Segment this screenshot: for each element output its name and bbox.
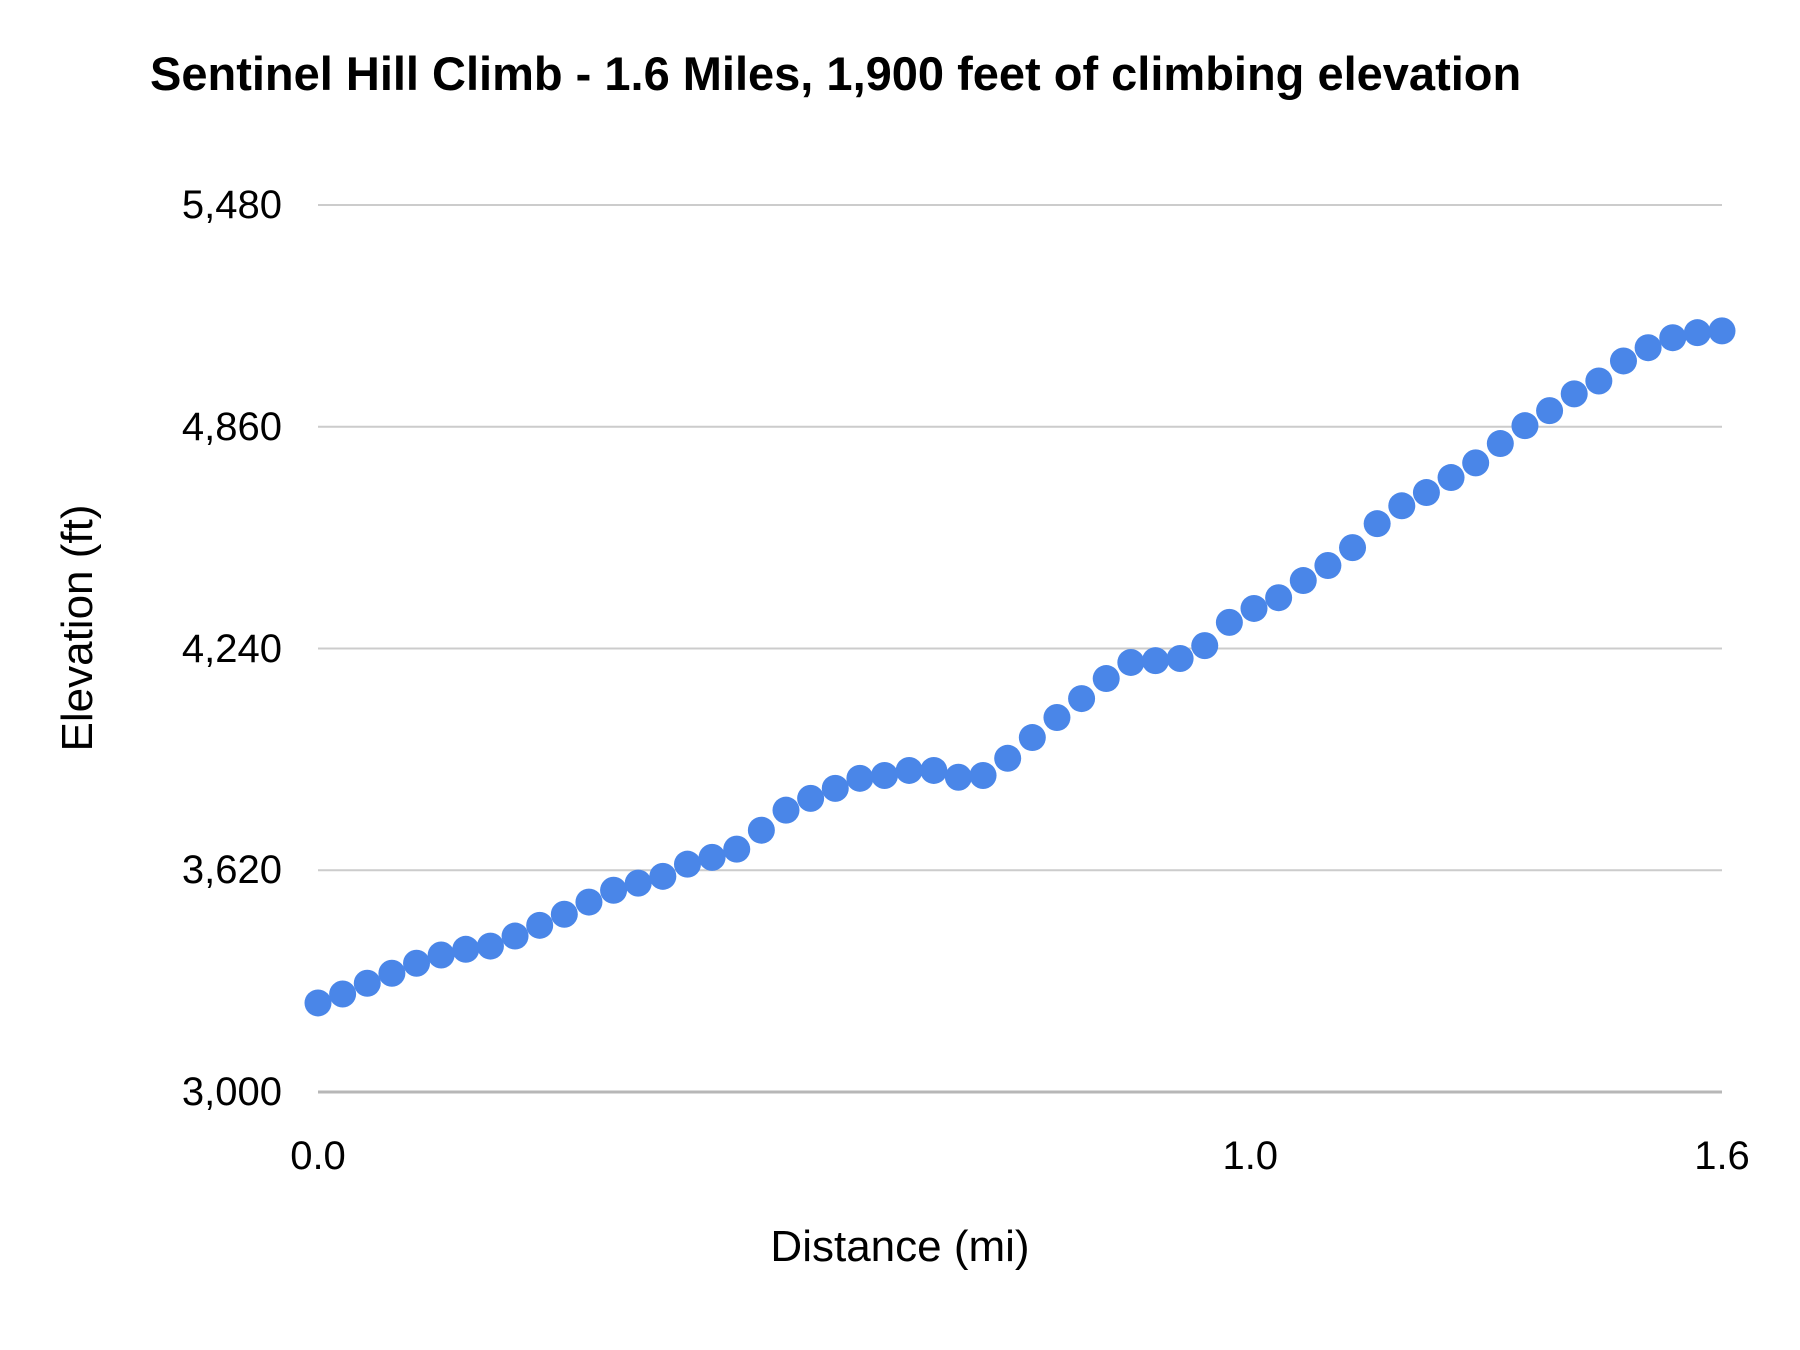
data-point — [920, 756, 948, 784]
data-point — [501, 922, 529, 950]
data-point — [1141, 647, 1169, 675]
data-point — [797, 784, 825, 812]
data-point — [1018, 724, 1046, 752]
data-point — [821, 774, 849, 802]
data-point — [452, 935, 480, 963]
x-axis-tick-label: 0.0 — [290, 1134, 346, 1178]
data-point — [329, 980, 357, 1008]
data-point — [698, 843, 726, 871]
data-point — [895, 756, 923, 784]
data-point — [427, 941, 455, 969]
data-point — [624, 869, 652, 897]
data-point — [1609, 347, 1637, 375]
data-point — [673, 850, 701, 878]
data-point — [1339, 534, 1367, 562]
data-point — [403, 949, 431, 977]
data-point — [1166, 645, 1194, 673]
data-point — [871, 761, 899, 789]
data-point — [1191, 632, 1219, 660]
y-axis-tick-label: 3,000 — [181, 1070, 282, 1114]
data-point — [1215, 608, 1243, 636]
data-point — [1068, 685, 1096, 713]
y-axis-tick-label: 5,480 — [181, 183, 282, 227]
data-point — [1388, 492, 1416, 520]
y-axis-tick-label: 4,860 — [181, 404, 282, 449]
y-axis-title: Elevation (ft) — [53, 504, 102, 752]
data-point — [1708, 317, 1736, 345]
data-point — [846, 764, 874, 792]
plot-area — [304, 204, 1736, 1094]
data-point — [476, 932, 504, 960]
chart-title: Sentinel Hill Climb - 1.6 Miles, 1,900 f… — [150, 47, 1522, 100]
data-point — [1117, 648, 1145, 676]
data-point — [378, 959, 406, 987]
data-point — [944, 763, 972, 791]
data-point — [304, 989, 332, 1017]
data-point — [550, 900, 578, 928]
data-point — [1683, 319, 1711, 347]
data-point — [723, 835, 751, 863]
data-point — [969, 761, 997, 789]
data-point — [1462, 449, 1490, 477]
data-point — [575, 888, 603, 916]
data-point — [1043, 704, 1071, 732]
data-point — [1659, 324, 1687, 352]
x-axis-title: Distance (mi) — [770, 1222, 1030, 1271]
data-point — [1289, 567, 1317, 595]
data-point — [1486, 430, 1514, 458]
data-point — [1536, 397, 1564, 425]
data-point — [526, 911, 554, 939]
data-point — [600, 876, 628, 904]
data-point — [772, 796, 800, 824]
elevation-profile-canvas — [304, 204, 1736, 1094]
data-point — [353, 969, 381, 997]
data-point — [747, 816, 775, 844]
data-point — [1314, 552, 1342, 580]
data-point — [649, 862, 677, 890]
x-axis-tick-label: 1.0 — [1222, 1134, 1279, 1178]
data-point — [1240, 594, 1268, 622]
y-axis-tick-label: 4,240 — [181, 626, 282, 671]
data-point — [1092, 665, 1120, 693]
data-point — [1265, 584, 1293, 612]
x-axis-tick-label: 1.6 — [1694, 1134, 1750, 1178]
data-point — [1363, 510, 1391, 538]
data-point — [1560, 380, 1588, 408]
data-point — [1437, 464, 1465, 492]
data-point — [1412, 479, 1440, 507]
data-point — [994, 744, 1022, 772]
data-point — [1511, 412, 1539, 440]
y-axis-tick-label: 3,620 — [181, 848, 282, 893]
data-point — [1634, 334, 1662, 362]
data-point — [1585, 367, 1613, 395]
